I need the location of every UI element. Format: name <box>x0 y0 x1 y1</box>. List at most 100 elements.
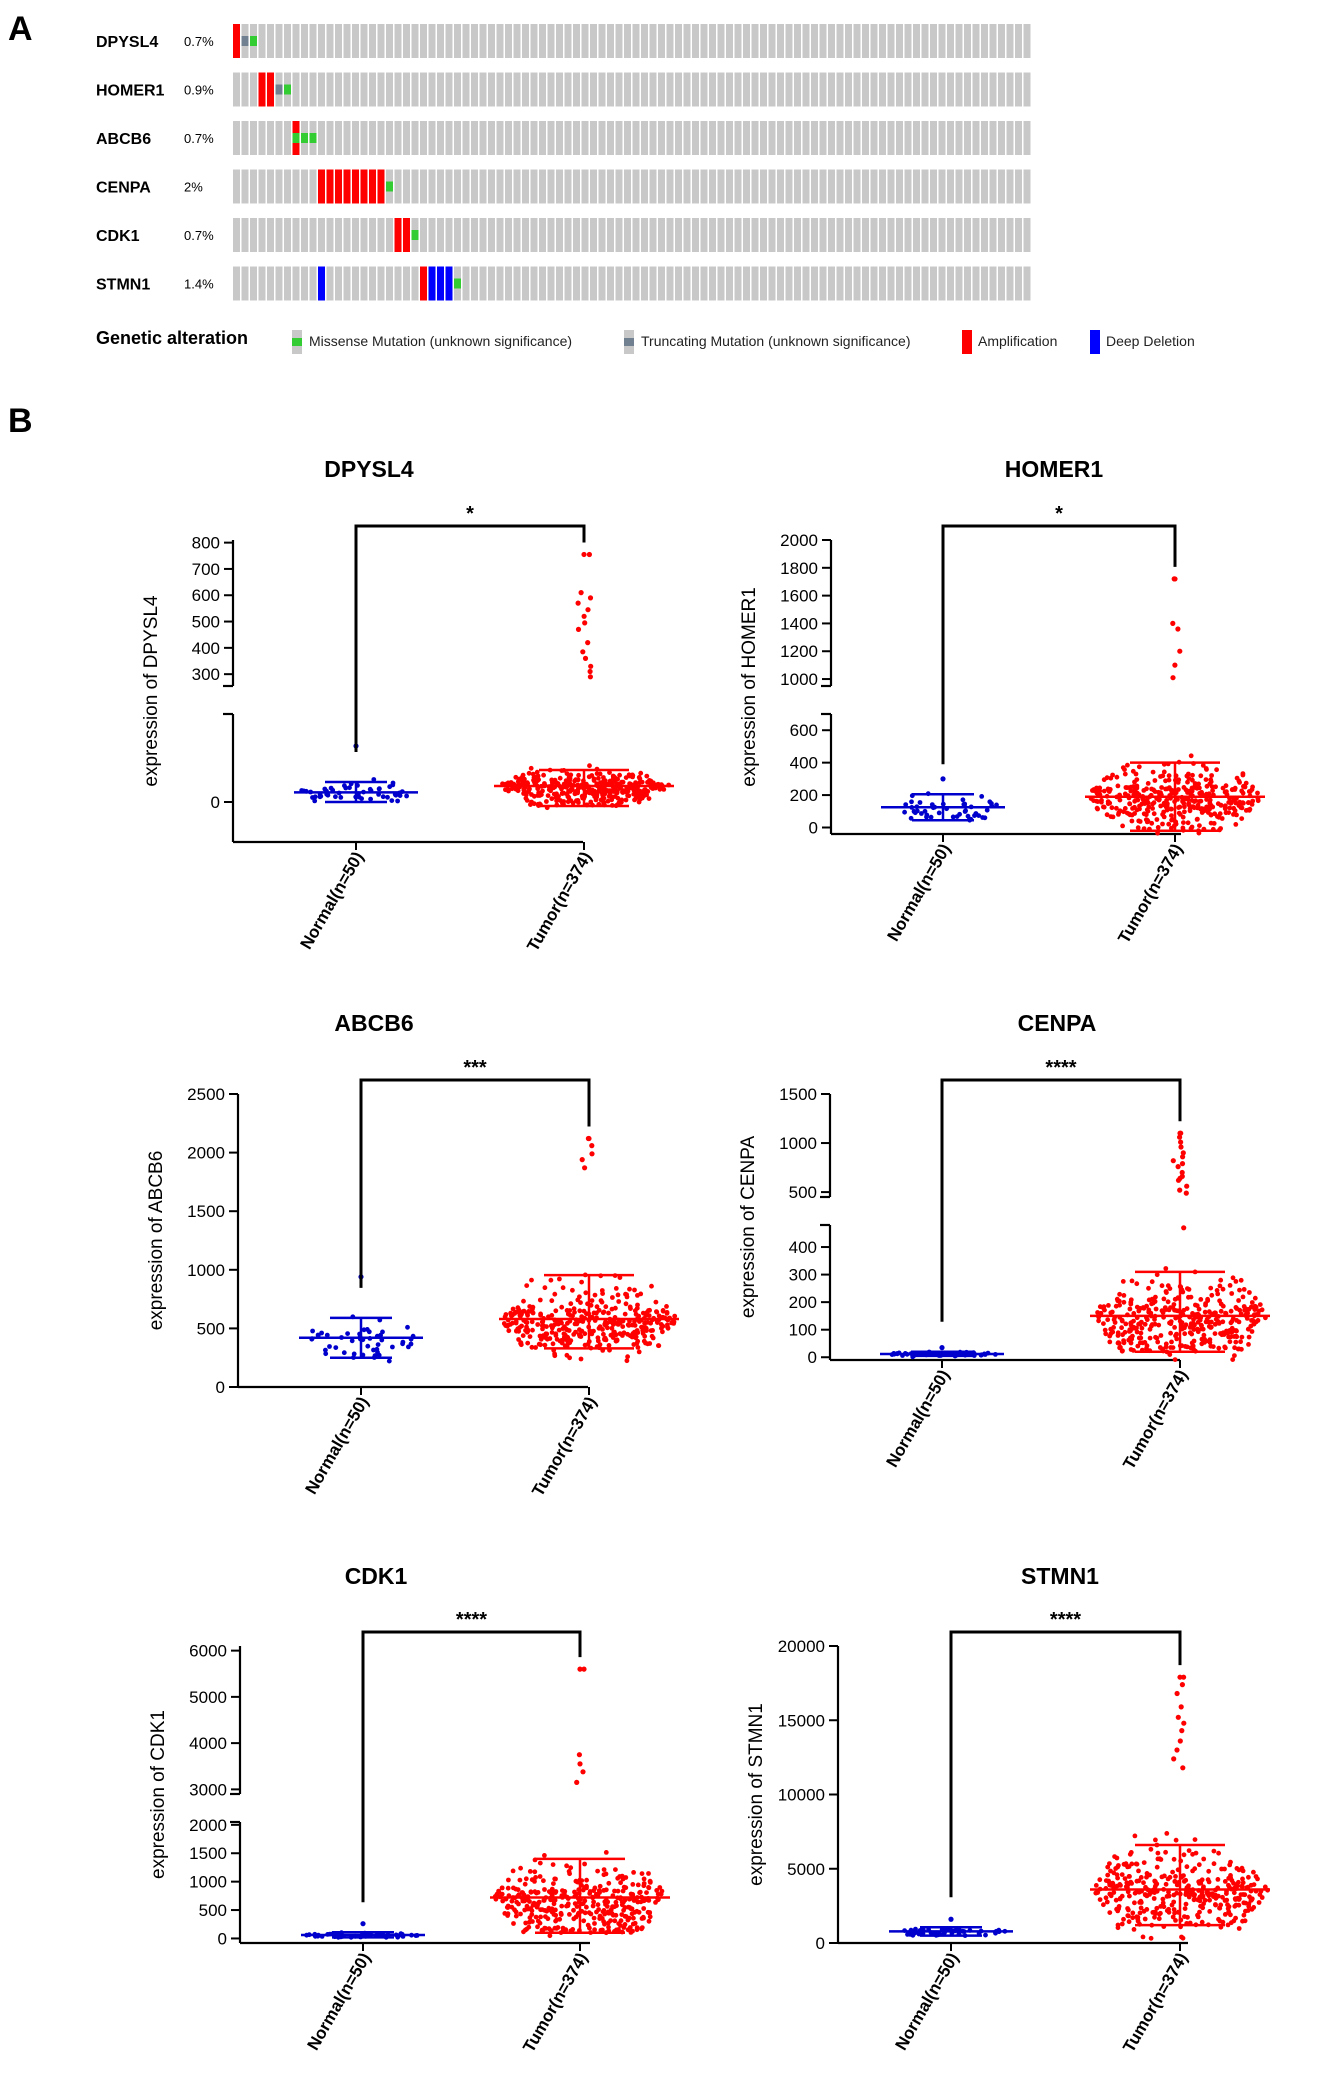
data-point <box>530 1919 535 1924</box>
data-point <box>928 814 934 820</box>
y-tick-label: 500 <box>199 1901 227 1920</box>
y-tick-label: 0 <box>211 793 220 812</box>
sample-cell <box>717 24 725 58</box>
sample-cell <box>658 72 665 107</box>
x-tick-label: Normal(n=50) <box>303 1950 374 2054</box>
data-point <box>565 1903 571 1909</box>
data-point <box>586 551 593 558</box>
data-point <box>1211 1848 1217 1854</box>
sample-cell <box>938 72 946 107</box>
sample-cell <box>1006 24 1014 58</box>
data-point <box>1191 1893 1197 1899</box>
sample-cell <box>496 121 504 155</box>
data-point <box>1171 1756 1177 1762</box>
data-point <box>613 1286 619 1291</box>
sample-cell <box>938 121 946 155</box>
sample-cell <box>989 169 997 204</box>
data-point <box>1184 1183 1190 1189</box>
sample-cell <box>802 266 810 301</box>
sample-cell <box>1006 169 1014 204</box>
data-point <box>1255 790 1260 796</box>
data-point <box>1144 1303 1149 1309</box>
sample-cell <box>564 121 572 155</box>
data-point <box>1148 1935 1154 1941</box>
sample-cell <box>921 72 929 107</box>
data-point <box>1144 1871 1150 1876</box>
data-point <box>1120 823 1125 829</box>
sample-cell <box>241 266 249 301</box>
gene-label-abcb6: ABCB6 <box>96 131 151 148</box>
data-point <box>1126 1874 1132 1879</box>
data-point <box>1224 789 1229 794</box>
data-point <box>1177 1738 1183 1744</box>
sample-cell <box>717 121 725 155</box>
data-point <box>523 1876 529 1882</box>
sample-cell <box>420 24 427 58</box>
data-point <box>568 798 574 804</box>
sample-cell <box>904 169 912 204</box>
sample-cell <box>403 169 410 204</box>
sample-cell <box>726 24 733 58</box>
data-point <box>596 1907 601 1912</box>
sample-cell <box>683 218 691 252</box>
data-point <box>1222 804 1228 810</box>
data-point <box>559 1338 564 1343</box>
sample-cell <box>700 266 708 301</box>
sample-cell <box>445 218 453 252</box>
data-point <box>347 785 352 791</box>
data-point <box>1209 784 1215 790</box>
data-point <box>613 1338 619 1344</box>
sample-cell <box>275 169 283 204</box>
data-point <box>1138 1330 1144 1336</box>
sample-cell <box>530 72 538 107</box>
data-point <box>646 1885 652 1891</box>
sample-cell <box>573 169 580 204</box>
data-point <box>1169 806 1174 812</box>
data-point <box>552 1351 557 1357</box>
data-point <box>543 1331 549 1337</box>
data-point <box>564 791 570 797</box>
data-point <box>1135 825 1141 831</box>
sample-cell <box>794 218 801 252</box>
sample-cell <box>275 121 283 155</box>
data-point <box>1220 1303 1226 1309</box>
data-point <box>1131 1927 1137 1932</box>
amplification-mark <box>326 169 334 204</box>
data-point <box>549 1906 555 1912</box>
sample-cell <box>879 169 886 204</box>
data-point <box>1153 1306 1159 1312</box>
data-point <box>1191 1326 1197 1332</box>
deep-deletion-mark <box>437 266 444 301</box>
data-point <box>1149 820 1155 826</box>
significance-label: **** <box>1045 1057 1076 1079</box>
sample-cell <box>505 218 512 252</box>
sample-cell <box>479 121 487 155</box>
data-point <box>1191 805 1197 811</box>
data-point <box>1132 798 1138 804</box>
data-point <box>570 1313 575 1319</box>
data-point <box>1155 1339 1161 1345</box>
data-point <box>1207 1337 1213 1342</box>
sample-cell <box>522 121 529 155</box>
data-point <box>520 1333 526 1338</box>
data-point <box>549 1325 555 1331</box>
data-point <box>550 1341 556 1347</box>
data-point <box>345 1331 350 1336</box>
data-point <box>1233 1339 1239 1345</box>
sample-cell <box>896 121 903 155</box>
data-point <box>1123 785 1129 790</box>
sample-cell <box>658 169 665 204</box>
sample-cell <box>862 72 869 107</box>
data-point <box>1238 805 1244 810</box>
data-point <box>1119 1325 1124 1331</box>
y-tick-label: 1500 <box>189 1844 227 1863</box>
data-point <box>1207 1909 1213 1914</box>
sample-cell <box>734 24 742 58</box>
data-point <box>542 1853 547 1858</box>
data-point <box>1200 1893 1206 1899</box>
data-point <box>529 1877 535 1883</box>
data-point <box>541 1898 547 1903</box>
sample-cell <box>811 169 818 204</box>
data-point <box>389 798 395 803</box>
data-point <box>657 1885 663 1890</box>
